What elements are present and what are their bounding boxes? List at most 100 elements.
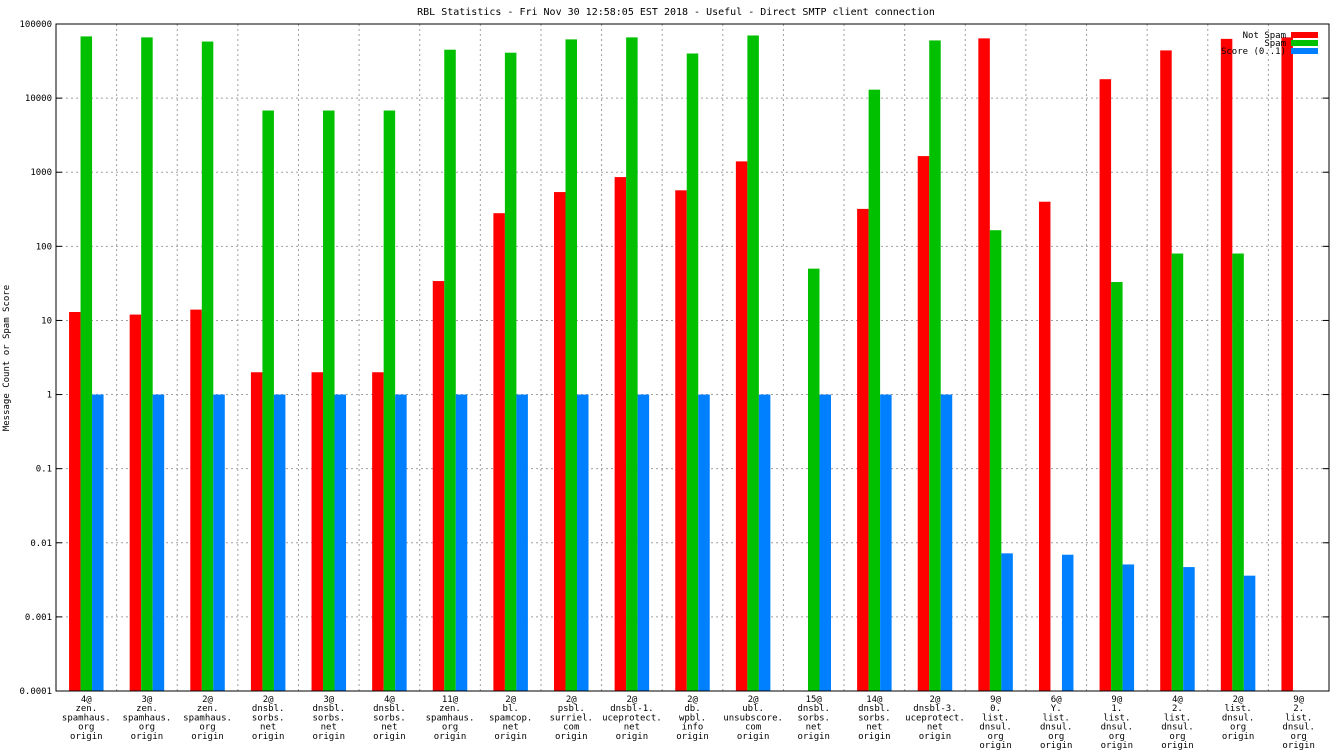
category-label: 2@ list. dnsul. org origin <box>1222 695 1255 742</box>
bar-score-0-1 <box>1183 567 1195 691</box>
bar-score-0-1 <box>395 394 407 691</box>
bar-spam <box>80 36 93 691</box>
bar-not-spam <box>1038 201 1051 692</box>
y-tick-label: 100000 <box>19 20 52 30</box>
bar-spam <box>1111 282 1123 691</box>
bar-score-0-1 <box>758 394 771 691</box>
bar-score-0-1 <box>455 394 468 691</box>
y-tick-label: 0.0001 <box>19 687 52 697</box>
bar-not-spam <box>129 314 142 691</box>
plot-frame <box>55 23 1330 692</box>
bar-spam <box>504 52 517 691</box>
y-tick-label: 0.01 <box>30 539 52 549</box>
bar-spam <box>383 110 396 692</box>
bar-not-spam <box>978 38 990 692</box>
category-label: 2@ psbl. surriel. com origin <box>550 695 593 742</box>
y-tick-label: 1000 <box>30 168 52 178</box>
bar-score-0-1 <box>1061 554 1074 691</box>
y-tick-label: 0.001 <box>25 613 52 623</box>
bar-not-spam <box>857 208 869 691</box>
category-label: 2@ dnsbl. sorbs. net origin <box>252 695 285 742</box>
bar-score-0-1 <box>698 394 710 691</box>
category-label: 15@ dnsbl. sorbs. net origin <box>797 695 830 742</box>
category-labels: 4@ zen. spamhaus. org origin 3@ zen. spamhaus. o… <box>62 695 1315 751</box>
bar-not-spam <box>372 372 384 691</box>
bar-not-spam <box>735 161 748 691</box>
bar-spam <box>201 41 214 692</box>
bar-spam <box>929 40 941 691</box>
category-label: 14@ dnsbl. sorbs. net origin <box>858 695 891 742</box>
y-axis-label: Message Count or Spam Score <box>2 285 12 431</box>
bar-score-0-1 <box>577 394 589 691</box>
bar-spam <box>141 37 153 692</box>
category-label: 2@ ubl. unsubscore. com origin <box>723 695 783 742</box>
legend-swatch <box>1291 48 1318 54</box>
bar-not-spam <box>493 213 505 691</box>
category-label: 3@ zen. spamhaus. org origin <box>123 695 172 742</box>
category-label: 2@ dnsbl-1. uceprotect. net origin <box>602 695 662 742</box>
bar-score-0-1 <box>1243 575 1256 691</box>
category-label: 11@ zen. spamhaus. org origin <box>426 695 475 742</box>
y-tick-label: 0.1 <box>36 465 52 475</box>
bar-not-spam <box>917 156 930 691</box>
bar-score-0-1 <box>273 394 286 691</box>
bar-not-spam <box>1099 79 1112 692</box>
bar-score-0-1 <box>940 394 953 691</box>
bar-score-0-1 <box>880 394 892 691</box>
bar-not-spam <box>311 372 324 691</box>
bar-spam <box>626 37 638 692</box>
category-label: 9@ 0. list. dnsul. org origin <box>979 695 1012 751</box>
bar-spam <box>323 110 335 692</box>
bar-not-spam <box>675 190 687 691</box>
bar-spam <box>1232 253 1244 691</box>
bar-not-spam <box>1281 37 1293 692</box>
bar-not-spam <box>69 311 81 691</box>
chart-title: RBL Statistics - Fri Nov 30 12:58:05 EST… <box>417 7 935 18</box>
legend-label: Score (0..1) <box>1221 47 1286 57</box>
bar-not-spam <box>1220 38 1233 691</box>
bar-not-spam <box>1160 50 1172 691</box>
legend-swatch <box>1291 40 1318 46</box>
legend-label: Not Spam <box>1243 31 1286 41</box>
bar-score-0-1 <box>637 394 650 691</box>
category-label: 2@ db. wpbl. info origin <box>676 695 709 742</box>
y-tick-label: 100 <box>36 242 52 252</box>
category-label: 3@ dnsbl. sorbs. net origin <box>313 695 346 742</box>
legend-swatch <box>1291 32 1318 38</box>
bar-spam <box>747 35 759 691</box>
bar-spam <box>262 110 274 692</box>
bar-spam <box>686 53 699 692</box>
category-label: 4@ zen. spamhaus. org origin <box>62 695 111 742</box>
bar-score-0-1 <box>819 394 831 691</box>
y-tick-labels: 0.0001 0.001 0.01 0.1 1 10 100 1000 10000 100000 <box>19 20 52 697</box>
y-tick-label: 10 <box>41 316 52 326</box>
y-tick-label: 10000 <box>25 94 52 104</box>
bar-score-0-1 <box>213 394 225 691</box>
bar-not-spam <box>190 309 202 691</box>
category-label: 9@ 2. list. dnsul. org origin <box>1282 695 1315 751</box>
bar-score-0-1 <box>1122 564 1135 691</box>
bars <box>69 35 1293 692</box>
bar-score-0-1 <box>334 394 347 691</box>
bar-score-0-1 <box>516 394 528 691</box>
category-label: 9@ 1. list. dnsul. org origin <box>1101 695 1134 751</box>
bar-score-0-1 <box>152 394 165 691</box>
bar-spam <box>989 230 1002 691</box>
y-tick-label: 1 <box>47 391 52 401</box>
bar-spam <box>1171 253 1184 691</box>
category-label: 4@ 2. list. dnsul. org origin <box>1161 695 1194 751</box>
bar-not-spam <box>432 281 445 691</box>
bar-not-spam <box>614 177 627 692</box>
bar-score-0-1 <box>1001 553 1013 691</box>
bar-spam <box>444 49 456 691</box>
bar-not-spam <box>250 372 263 691</box>
bar-spam <box>807 268 820 691</box>
bar-spam <box>868 89 881 692</box>
category-label: 2@ dnsbl-3. uceprotect. net origin <box>905 695 965 742</box>
bar-score-0-1 <box>92 394 104 691</box>
legend-label: Spam <box>1264 39 1286 49</box>
category-label: 6@ Y. list. dnsul. org origin <box>1040 695 1073 751</box>
category-label: 2@ zen. spamhaus. org origin <box>183 695 232 742</box>
